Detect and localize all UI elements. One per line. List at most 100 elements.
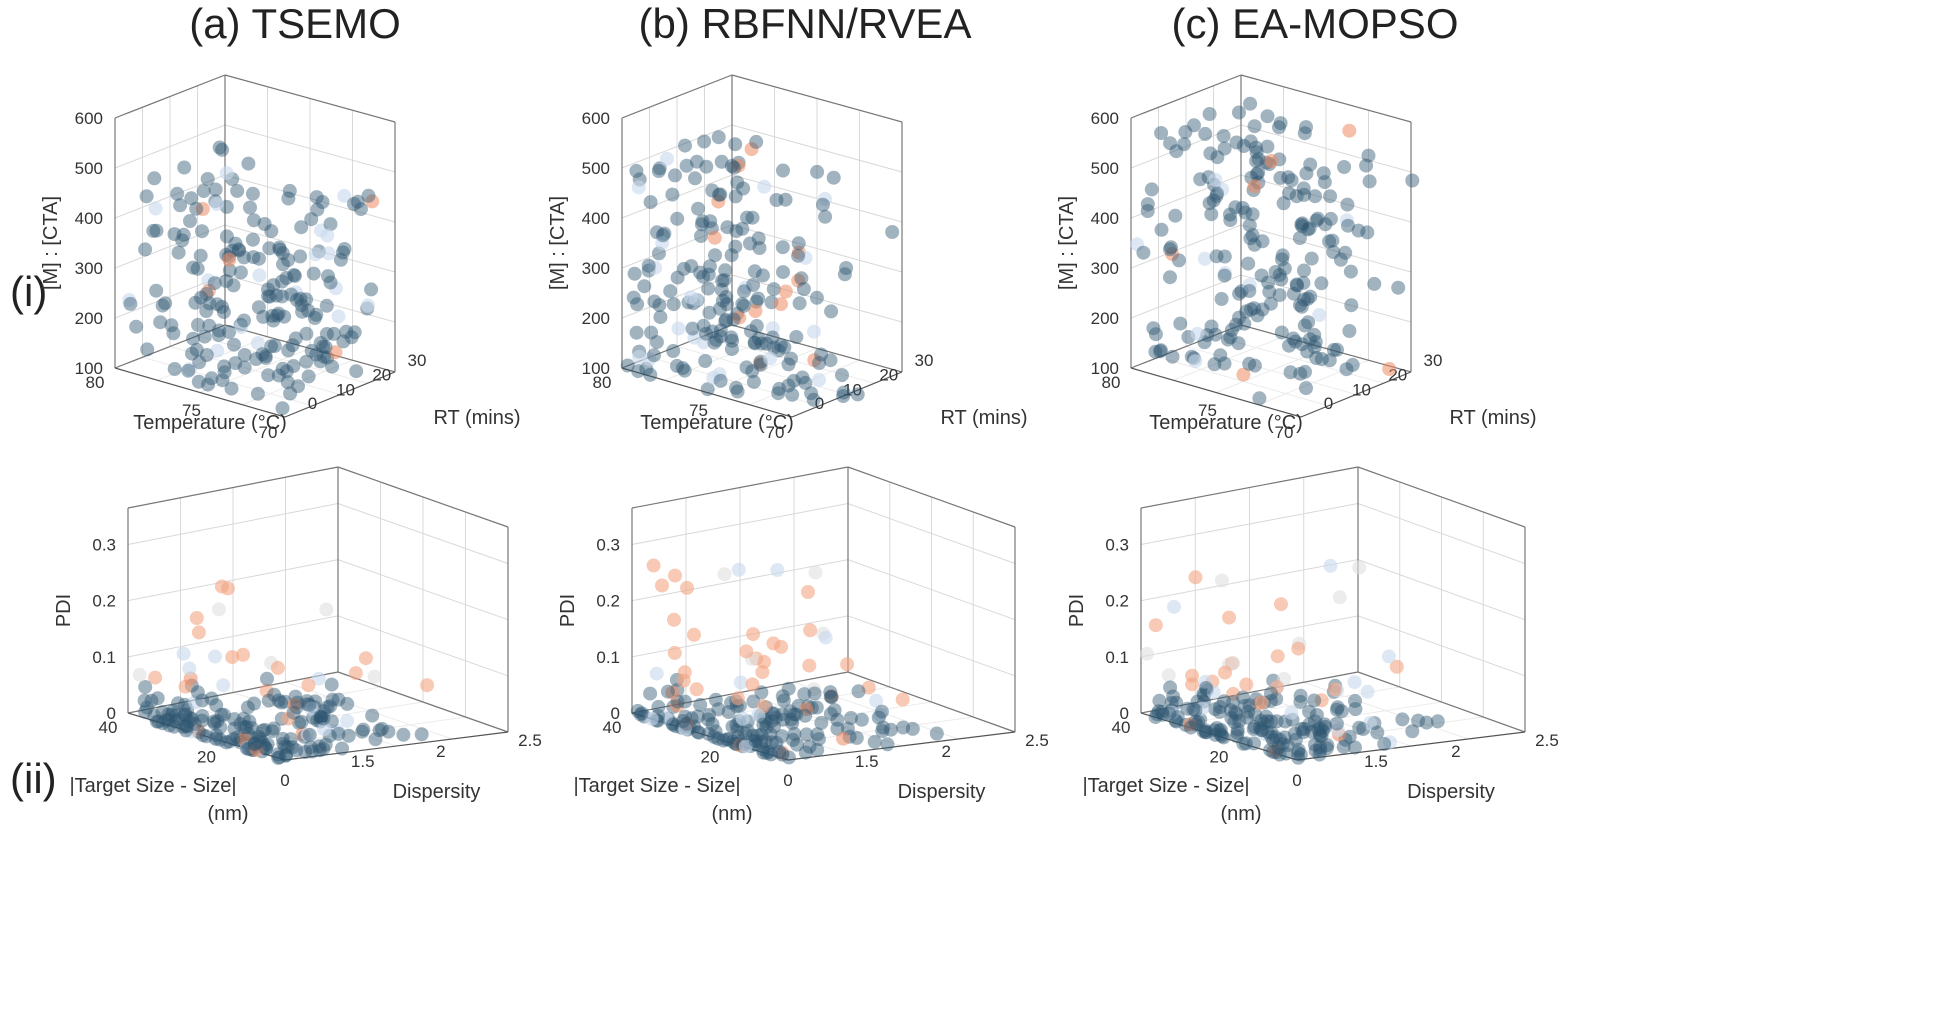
grid-line <box>127 502 509 564</box>
floor-grid <box>1257 716 1484 749</box>
data-point <box>1235 201 1250 215</box>
data-point <box>745 728 760 743</box>
data-point <box>182 710 197 725</box>
data-point <box>328 345 343 360</box>
data-point <box>153 315 168 330</box>
data-point <box>678 138 692 153</box>
data-point <box>730 384 745 399</box>
data-point <box>167 719 182 734</box>
data-point <box>270 308 284 323</box>
x-axis-sublabel: (nm) <box>711 803 752 825</box>
axis-line <box>1140 671 1359 714</box>
data-point <box>1367 276 1382 291</box>
data-point <box>719 732 734 747</box>
data-point <box>1259 709 1274 724</box>
data-point <box>809 700 824 715</box>
data-point <box>1242 356 1257 371</box>
z-axis-label: [M] : [CTA] <box>1056 196 1078 290</box>
data-point <box>650 225 664 240</box>
data-point <box>1154 343 1168 358</box>
data-point <box>313 710 328 725</box>
data-point <box>774 729 789 744</box>
data-point <box>676 714 691 728</box>
data-point <box>302 697 317 712</box>
data-point <box>756 717 771 732</box>
data-point <box>1293 298 1307 312</box>
data-point <box>929 726 944 741</box>
data-point <box>631 364 646 379</box>
data-point <box>316 711 331 726</box>
data-point <box>1252 391 1267 406</box>
data-point <box>281 253 296 267</box>
data-point <box>204 691 219 706</box>
data-point <box>1208 327 1223 342</box>
data-point <box>301 678 316 693</box>
data-point <box>754 727 769 742</box>
data-point <box>171 712 186 727</box>
data-point <box>228 236 243 251</box>
data-point <box>772 745 787 759</box>
data-point <box>1263 296 1278 311</box>
axis-line <box>621 367 793 418</box>
data-point <box>287 697 302 712</box>
data-point <box>1239 736 1253 751</box>
axis-line <box>731 74 903 123</box>
data-point <box>1140 197 1155 212</box>
data-point <box>1308 189 1322 204</box>
data-point <box>707 335 722 350</box>
y-tick-label: 30 <box>408 351 427 370</box>
data-point <box>1188 703 1203 718</box>
data-point <box>299 292 314 307</box>
data-point <box>1166 689 1181 704</box>
data-point <box>293 291 308 306</box>
data-point <box>1291 641 1306 656</box>
data-point <box>1360 684 1375 699</box>
data-point <box>250 336 265 351</box>
data-point <box>244 720 259 735</box>
panel-i-tsemo: 100 200 300 400 500 600 80 75 70 0 10 20 30 [M] : [CT… <box>40 74 521 442</box>
data-point <box>823 689 838 704</box>
z-tick-label: 0.1 <box>1105 648 1129 667</box>
data-point <box>219 229 234 244</box>
data-point <box>211 328 226 343</box>
data-point <box>637 279 652 294</box>
data-point <box>1341 218 1355 233</box>
data-point <box>1343 264 1358 279</box>
data-point <box>770 563 785 577</box>
x-tick-label: 40 <box>603 718 622 737</box>
data-point <box>1362 716 1377 731</box>
data-point <box>738 739 753 754</box>
data-point <box>807 686 822 701</box>
data-point <box>253 731 268 746</box>
data-point <box>1212 704 1227 719</box>
data-point <box>755 268 770 283</box>
data-point <box>824 304 839 319</box>
data-point <box>648 260 663 275</box>
data-point <box>1130 237 1145 252</box>
data-point <box>320 228 335 243</box>
data-point <box>1245 207 1260 222</box>
data-point <box>1348 702 1363 716</box>
data-point <box>694 229 708 244</box>
data-point <box>685 321 700 336</box>
z-tick-label: 400 <box>1091 209 1119 228</box>
x-axis-label: Temperature (°C) <box>640 412 794 434</box>
data-point <box>743 236 757 251</box>
data-point <box>274 695 289 710</box>
data-point <box>1301 315 1316 330</box>
data-point <box>763 351 778 366</box>
data-point <box>1247 301 1262 316</box>
data-point <box>713 323 728 338</box>
data-point <box>1272 268 1287 283</box>
floor-grid <box>197 335 368 384</box>
data-point <box>361 188 376 203</box>
data-point <box>641 258 656 273</box>
data-point <box>276 736 291 751</box>
data-point <box>212 140 227 155</box>
data-point <box>1260 109 1275 124</box>
data-point <box>1150 707 1165 722</box>
x-tick-label: 80 <box>593 373 612 392</box>
data-point <box>375 721 389 736</box>
data-point <box>356 722 371 737</box>
data-point <box>771 386 786 401</box>
